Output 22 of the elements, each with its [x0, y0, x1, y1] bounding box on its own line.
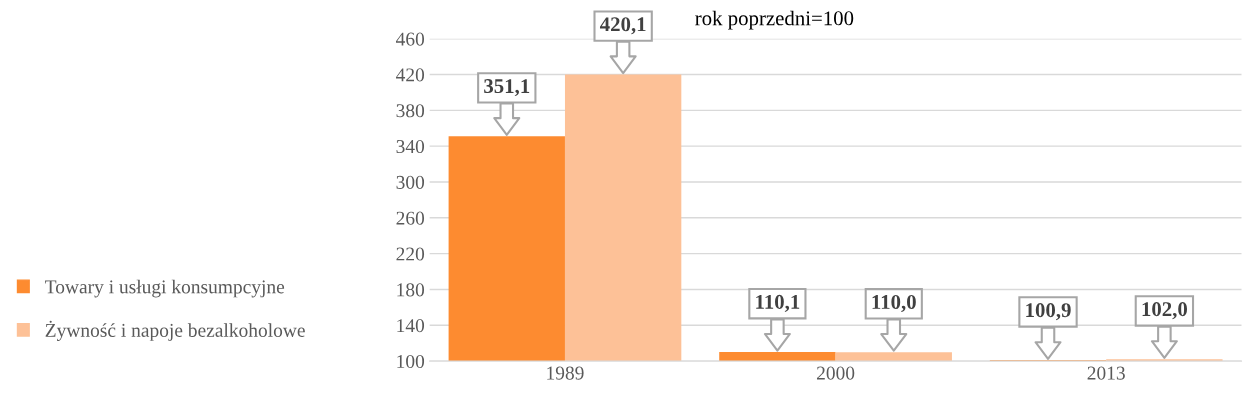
- y-tick-label: 140: [397, 319, 425, 333]
- data-label: 351,1: [484, 79, 530, 97]
- chart-title: rok poprzedni=100: [695, 10, 854, 30]
- data-label: 100,9: [1026, 303, 1071, 321]
- data-label: 110,1: [756, 294, 800, 312]
- x-tick-label: 2000: [816, 366, 855, 380]
- y-tick-label: 260: [396, 211, 425, 225]
- legend-label: Żywność i napoje bezalkoholowe: [45, 320, 305, 341]
- data-label: 420,1: [600, 17, 646, 35]
- y-tick-label: 220: [396, 247, 425, 261]
- y-tick-label: 300: [396, 175, 425, 189]
- y-tick-label: 180: [397, 283, 425, 297]
- y-tick-label: 460: [396, 32, 425, 46]
- y-tick-label: 100: [397, 354, 425, 369]
- y-tick-label: 380: [396, 104, 425, 118]
- y-tick-label: 420: [396, 68, 425, 82]
- data-label: 110,0: [872, 294, 916, 313]
- y-tick-label: 340: [396, 139, 425, 154]
- x-tick-label: 1989: [547, 366, 584, 380]
- data-label: 102,0: [1142, 302, 1188, 320]
- x-tick-label: 2013: [1087, 366, 1125, 380]
- legend-label: Towary i usługi konsumpcyjne: [45, 279, 285, 298]
